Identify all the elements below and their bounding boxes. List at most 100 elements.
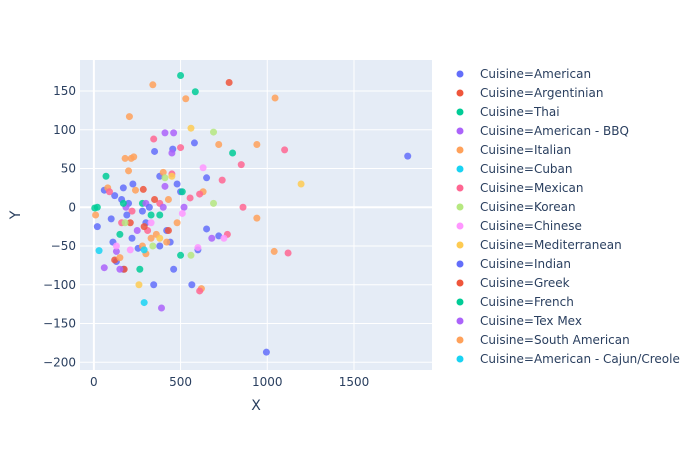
data-point (281, 146, 289, 154)
data-point (284, 249, 292, 257)
legend-item[interactable]: Cuisine=French (456, 295, 574, 309)
legend-marker (456, 355, 464, 363)
data-point (121, 219, 129, 227)
data-point (173, 219, 181, 227)
y-tick-labels: −200 −150 −100 −50 0 50 100 150 (43, 84, 76, 369)
legend-marker (456, 203, 464, 211)
data-point (164, 227, 172, 234)
legend-item[interactable]: Cuisine=American - BBQ (456, 124, 629, 138)
data-point (95, 247, 103, 255)
data-point (178, 209, 186, 217)
data-point (215, 140, 223, 148)
legend-item[interactable]: Cuisine=American - Cajun/Creole (456, 352, 680, 366)
legend-item[interactable]: Cuisine=Mexican (456, 181, 584, 195)
y-tick-label: −50 (51, 239, 76, 253)
data-point (126, 246, 134, 254)
data-point (210, 199, 218, 207)
data-point (237, 161, 245, 169)
data-point (196, 287, 204, 295)
data-point (161, 182, 169, 190)
data-point (116, 254, 124, 262)
data-point (218, 176, 226, 184)
legend-label: Cuisine=American - BBQ (480, 124, 629, 138)
data-point (196, 190, 204, 198)
data-point (156, 242, 164, 250)
legend-marker (456, 279, 464, 287)
data-point (156, 234, 164, 242)
legend-label: Cuisine=Tex Mex (480, 314, 582, 328)
data-point (182, 95, 190, 103)
y-tick-label: −150 (43, 317, 76, 331)
data-point (112, 247, 120, 255)
data-point (161, 129, 169, 137)
legend-label: Cuisine=Argentinian (480, 86, 603, 100)
x-tick-labels: 0 500 1000 1500 (90, 375, 369, 389)
data-point (149, 242, 157, 250)
data-point (100, 264, 108, 272)
data-point (128, 207, 136, 215)
legend-item[interactable]: Cuisine=Italian (456, 143, 572, 157)
y-tick-label: −200 (43, 355, 76, 369)
y-tick-label: 50 (61, 162, 76, 176)
legend-marker (456, 184, 464, 192)
legend-marker (456, 165, 464, 173)
legend-item[interactable]: Cuisine=Korean (456, 200, 576, 214)
data-point (128, 234, 136, 242)
data-point (92, 211, 100, 219)
legend-label: Cuisine=Italian (480, 143, 571, 157)
data-point (129, 180, 137, 188)
data-point (157, 304, 165, 312)
legend-item[interactable]: Cuisine=Indian (456, 257, 572, 271)
legend-item[interactable]: Cuisine=Mediterranean (456, 238, 622, 252)
legend-marker (456, 260, 464, 268)
data-points (91, 72, 412, 356)
legend-item[interactable]: Cuisine=Greek (456, 276, 570, 290)
legend-item[interactable]: Cuisine=American (456, 67, 592, 81)
legend-item[interactable]: Cuisine=Argentinian (456, 86, 604, 100)
data-point (147, 219, 155, 227)
legend[interactable]: Cuisine=American Cuisine=Argentinian Cuisi… (456, 67, 680, 366)
x-tick-label: 1500 (339, 375, 370, 389)
legend-item[interactable]: Cuisine=Cuban (456, 162, 573, 176)
legend-marker (456, 127, 464, 135)
data-point (149, 81, 157, 89)
data-point (140, 223, 148, 231)
data-point (208, 234, 216, 242)
data-point (186, 194, 194, 202)
legend-item[interactable]: Cuisine=Chinese (456, 219, 582, 233)
data-point (180, 203, 188, 211)
data-point (210, 128, 218, 136)
data-point (135, 281, 143, 289)
data-point (239, 203, 247, 211)
data-point (121, 154, 129, 162)
data-point (164, 196, 172, 203)
legend-label: Cuisine=Mediterranean (480, 238, 622, 252)
legend-marker (456, 146, 464, 154)
data-point (170, 265, 178, 273)
legend-marker (456, 222, 464, 230)
data-point (225, 78, 233, 86)
x-tick-label: 0 (90, 375, 98, 389)
legend-label: Cuisine=French (480, 295, 574, 309)
data-point (91, 204, 99, 212)
legend-label: Cuisine=Thai (480, 105, 560, 119)
data-point (107, 215, 115, 223)
data-point (136, 265, 144, 273)
data-point (203, 174, 211, 182)
data-point (111, 192, 119, 200)
legend-item[interactable]: Cuisine=Thai (456, 105, 560, 119)
data-point (123, 211, 131, 219)
data-point (119, 184, 127, 192)
legend-label: Cuisine=American - Cajun/Creole (480, 352, 680, 366)
legend-item[interactable]: Cuisine=South American (456, 333, 630, 347)
data-point (194, 244, 202, 252)
data-point (140, 299, 148, 307)
data-point (102, 172, 110, 180)
data-point (163, 238, 171, 246)
legend-item[interactable]: Cuisine=Tex Mex (456, 314, 582, 328)
data-point (178, 188, 186, 196)
y-tick-label: 0 (68, 200, 76, 214)
data-point (147, 211, 155, 219)
data-point (105, 188, 113, 196)
